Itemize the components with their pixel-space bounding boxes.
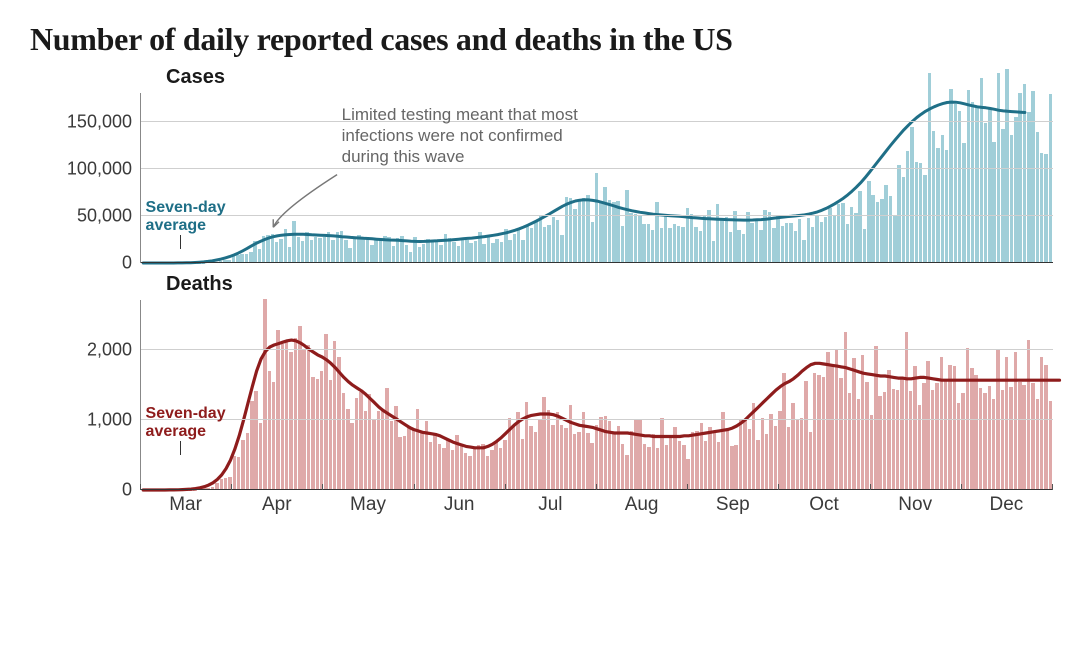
x-tick-label: May: [350, 494, 386, 516]
y-tick-label: 1,000: [32, 410, 132, 431]
y-tick-label: 0: [32, 253, 132, 274]
x-tick-mark: [596, 484, 597, 490]
y-tick-label: 50,000: [32, 206, 132, 227]
y-tick-label: 0: [32, 480, 132, 501]
cases-plot-row: 050,000100,000150,000 Seven-dayaverageLi…: [30, 93, 1053, 263]
y-tick-label: 100,000: [32, 158, 132, 179]
deaths-subtitle: Deaths: [166, 273, 1053, 296]
deaths-plot-row: 01,0002,000 Seven-dayaverage: [30, 300, 1053, 490]
x-tick-mark: [778, 484, 779, 490]
y-tick-label: 2,000: [32, 339, 132, 360]
x-tick-label: Mar: [169, 494, 202, 516]
y-tick-label: 150,000: [32, 111, 132, 132]
x-tick-mark: [687, 484, 688, 490]
page-title: Number of daily reported cases and death…: [30, 20, 1053, 58]
x-tick-mark: [231, 484, 232, 490]
x-tick-mark: [870, 484, 871, 490]
annotation-arrow: [141, 93, 1053, 263]
x-tick-mark: [140, 484, 141, 490]
x-tick-label: Nov: [898, 494, 932, 516]
deaths-y-axis: 01,0002,000: [30, 300, 140, 490]
seven-day-avg-line: [143, 340, 1059, 490]
deaths-chart: Deaths 01,0002,000 Seven-dayaverage: [30, 273, 1053, 490]
cases-subtitle: Cases: [166, 66, 1053, 89]
x-tick-mark: [1052, 484, 1053, 490]
x-tick-label: Jul: [538, 494, 562, 516]
deaths-avg-label: Seven-dayaverage: [146, 405, 226, 442]
cases-chart: Cases 050,000100,000150,000 Seven-dayave…: [30, 66, 1053, 263]
x-tick-label: Oct: [809, 494, 839, 516]
x-tick-label: Apr: [262, 494, 292, 516]
cases-plot: Seven-dayaverageLimited testing meant th…: [140, 93, 1053, 263]
grid-line: [141, 349, 1053, 350]
x-tick-label: Dec: [989, 494, 1023, 516]
x-tick-mark: [322, 484, 323, 490]
avg-label-tick: [180, 441, 181, 455]
cases-y-axis: 050,000100,000150,000: [30, 93, 140, 263]
charts-container: Cases 0 50,000 100,000 150,000 Seven-dayave…: [30, 66, 1053, 526]
x-tick-label: Jun: [444, 494, 475, 516]
x-tick-mark: [414, 484, 415, 490]
x-tick-label: Sep: [716, 494, 750, 516]
x-tick-mark: [961, 484, 962, 490]
x-axis: Mar Apr May Jun Jul Aug Sep Oct Nov Dec: [140, 490, 1052, 526]
grid-line: [141, 419, 1053, 420]
x-tick-mark: [505, 484, 506, 490]
deaths-plot: Seven-dayaverage: [140, 300, 1053, 490]
page: Number of daily reported cases and death…: [0, 0, 1083, 657]
deaths-avg-line: [141, 300, 1053, 490]
x-tick-label: Aug: [625, 494, 659, 516]
